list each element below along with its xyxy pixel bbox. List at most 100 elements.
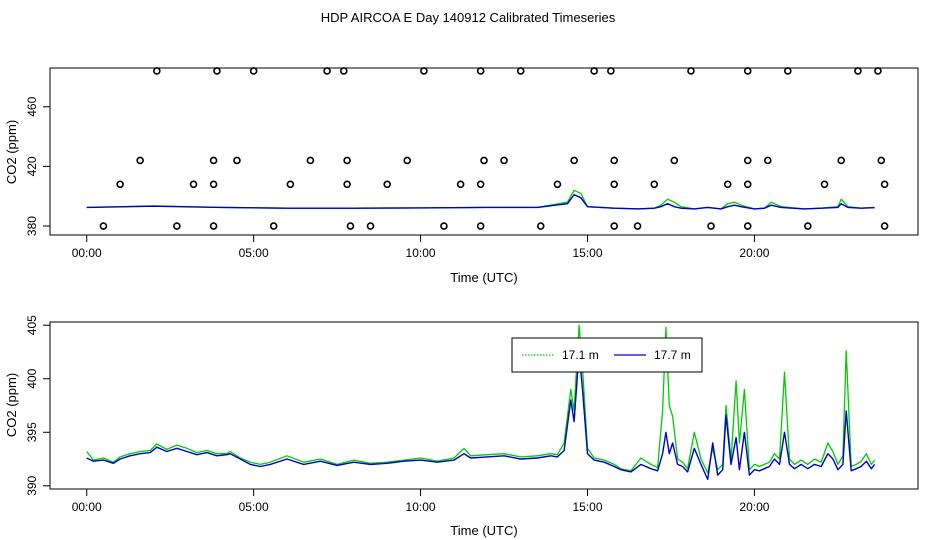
calibration-point xyxy=(99,222,108,230)
calibration-point xyxy=(476,222,485,230)
bottom-series-group xyxy=(86,324,876,481)
calibration-point xyxy=(743,67,752,75)
calibration-point xyxy=(570,156,578,165)
calibration-point xyxy=(763,156,772,165)
legend: 17.1 m 17.7 m xyxy=(511,337,703,373)
x-tick-label: 05:00 xyxy=(239,246,269,260)
calibration-point xyxy=(687,67,695,75)
calibration-point xyxy=(650,180,659,189)
calibration-point xyxy=(366,222,375,230)
series-line-blue xyxy=(86,351,876,481)
calibration-point xyxy=(233,156,241,165)
calibration-point xyxy=(440,222,448,230)
calibration-point xyxy=(209,156,218,165)
bottom-y-axis-label: CO2 (ppm) xyxy=(4,373,19,437)
series-line-green xyxy=(86,189,875,210)
calibration-point xyxy=(707,222,715,230)
calibration-point xyxy=(553,180,562,189)
bottom-plot-frame xyxy=(49,321,919,490)
calibration-point xyxy=(189,180,198,189)
calibration-point xyxy=(607,67,615,75)
y-tick-label: 420 xyxy=(25,156,39,176)
calibration-point xyxy=(343,156,351,165)
top-plot-frame xyxy=(49,67,919,236)
top-panel: 00:00 05:00 10:00 15:00 20:00 380 420 460 Time… xyxy=(4,67,919,285)
calibration-point xyxy=(783,67,792,75)
top-x-axis-label: Time (UTC) xyxy=(450,270,517,285)
x-tick-label: 15:00 xyxy=(572,246,602,260)
calibration-point xyxy=(590,67,598,75)
y-tick-label: 390 xyxy=(25,475,39,495)
legend-label-17-1m: 17.1 m xyxy=(562,348,599,362)
calibration-point xyxy=(743,156,752,165)
calibration-point xyxy=(610,222,619,230)
calibration-point xyxy=(670,156,679,165)
y-tick-label: 395 xyxy=(25,422,39,442)
calibration-point xyxy=(456,180,465,189)
x-tick-label: 05:00 xyxy=(239,500,269,514)
x-tick-label: 00:00 xyxy=(72,500,102,514)
bottom-y-axis: 390 395 400 405 xyxy=(25,315,50,496)
calibration-point xyxy=(743,180,752,189)
calibration-point xyxy=(476,67,485,75)
top-x-axis: 00:00 05:00 10:00 15:00 20:00 xyxy=(72,235,770,260)
calibration-point xyxy=(500,156,508,165)
calibration-point xyxy=(820,180,829,189)
x-tick-label: 10:00 xyxy=(406,500,436,514)
calibration-point xyxy=(173,222,181,230)
calibration-point xyxy=(854,67,862,75)
y-tick-label: 460 xyxy=(25,96,39,116)
calibration-point xyxy=(723,180,732,189)
bottom-x-axis: 00:00 05:00 10:00 15:00 20:00 xyxy=(72,489,770,514)
bottom-x-axis-label: Time (UTC) xyxy=(450,523,517,538)
top-series-group xyxy=(86,189,875,210)
calibration-point xyxy=(610,156,619,165)
calibration-point xyxy=(383,180,391,189)
legend-label-17-7m: 17.7 m xyxy=(654,348,691,362)
calibration-point xyxy=(323,67,331,75)
calibration-point xyxy=(136,156,144,165)
calibration-point xyxy=(209,180,218,189)
calibration-point xyxy=(880,222,889,230)
calibration-point xyxy=(880,180,889,189)
calibration-point xyxy=(420,67,428,75)
calibration-point xyxy=(480,156,488,165)
calibration-point xyxy=(153,67,161,75)
calibration-point xyxy=(346,222,355,230)
calibration-point xyxy=(306,156,315,165)
x-tick-label: 15:00 xyxy=(572,500,602,514)
calibration-point xyxy=(339,67,348,75)
calibration-point xyxy=(209,222,218,230)
calibration-point xyxy=(286,180,295,189)
bottom-panel: 00:00 05:00 10:00 15:00 20:00 390 395 400 405 T… xyxy=(4,315,919,538)
calibration-point xyxy=(249,67,258,75)
figure-title: HDP AIRCOA E Day 140912 Calibrated Times… xyxy=(321,10,616,25)
calibration-point xyxy=(476,180,485,189)
calibration-point xyxy=(516,67,525,75)
calibration-point xyxy=(213,67,221,75)
calibration-point xyxy=(610,180,619,189)
calibration-point xyxy=(633,222,642,230)
calibration-point xyxy=(403,156,412,165)
calibration-point xyxy=(536,222,545,230)
calibration-point xyxy=(343,180,351,189)
y-tick-label: 380 xyxy=(25,216,39,236)
y-tick-label: 405 xyxy=(25,315,39,335)
calibration-point xyxy=(837,156,846,165)
calibration-point xyxy=(874,67,882,75)
x-tick-label: 10:00 xyxy=(406,246,436,260)
x-tick-label: 20:00 xyxy=(739,246,769,260)
series-line-green xyxy=(86,324,876,474)
calibration-point xyxy=(804,222,812,230)
top-y-axis: 380 420 460 xyxy=(25,96,50,236)
calibration-point xyxy=(743,222,752,230)
y-tick-label: 400 xyxy=(25,368,39,388)
x-tick-label: 20:00 xyxy=(739,500,769,514)
calibration-point xyxy=(116,180,124,189)
calibration-point xyxy=(877,156,886,165)
x-tick-label: 00:00 xyxy=(72,246,102,260)
top-y-axis-label: CO2 (ppm) xyxy=(4,120,19,184)
calibration-points-group xyxy=(99,67,889,230)
series-line-blue xyxy=(86,193,875,210)
